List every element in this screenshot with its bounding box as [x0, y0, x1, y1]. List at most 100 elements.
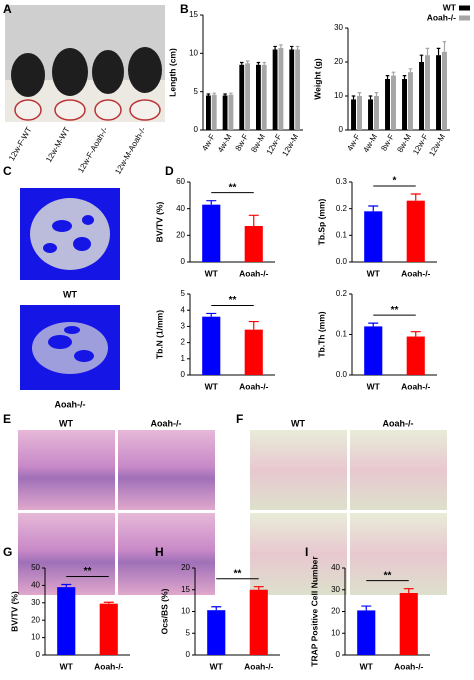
image-label: Aoah-/-	[151, 418, 182, 428]
y-tick-label: 0.1	[336, 330, 348, 339]
error-bar	[408, 68, 413, 73]
bar	[402, 79, 407, 130]
error-bar	[419, 54, 424, 62]
error-bar	[436, 47, 441, 56]
y-tick-label: 30	[334, 23, 343, 32]
y-tick-label: 20	[176, 230, 185, 239]
bar	[357, 610, 376, 655]
error-bar	[248, 214, 259, 226]
y-tick-label: 20	[31, 615, 40, 624]
y-tick-label: 0.3	[336, 177, 348, 186]
y-tick-label: 15	[189, 10, 198, 19]
legend-swatch	[459, 15, 470, 21]
y-tick-label: 10	[189, 48, 198, 57]
y-tick-label: 10	[331, 628, 340, 637]
bar	[357, 96, 362, 130]
bar	[272, 49, 278, 130]
error-bar	[240, 61, 244, 65]
y-tick-label: 0	[186, 650, 191, 659]
bar	[211, 94, 217, 130]
error-bar	[211, 606, 222, 611]
y-axis-label: Tb.N (1/mm)	[154, 310, 164, 359]
bar	[99, 603, 118, 655]
y-tick-label: 0.2	[336, 289, 348, 298]
x-tick-label: WT	[360, 661, 374, 671]
y-tick-label: 0	[336, 650, 341, 659]
error-bar	[206, 93, 211, 96]
y-tick-label: 5	[186, 628, 191, 637]
error-bar	[290, 45, 294, 50]
bar	[244, 329, 263, 375]
x-tick-label: WT	[205, 381, 219, 391]
y-tick-label: 20	[331, 607, 340, 616]
error-bar	[262, 61, 266, 65]
error-bar	[374, 92, 379, 96]
bar	[207, 610, 226, 655]
x-tick-label: 8w-F	[379, 132, 396, 152]
y-axis-label: Ocs/BS (%)	[159, 588, 169, 634]
x-tick-label: WT	[205, 268, 219, 278]
bar	[364, 211, 383, 262]
y-tick-label: 40	[176, 204, 185, 213]
error-bar	[391, 71, 396, 76]
error-bar	[295, 45, 300, 50]
error-bar	[279, 44, 283, 48]
significance-label: **	[229, 295, 237, 306]
x-tick-label: WT	[367, 381, 381, 391]
error-bar	[273, 45, 277, 50]
y-axis-label: Tb.Sp (mm)	[316, 198, 326, 245]
bar	[364, 326, 383, 375]
panel-label: C	[3, 164, 12, 178]
significance-label: **	[229, 182, 237, 193]
bar	[228, 94, 234, 130]
bar	[239, 64, 245, 130]
error-bar	[361, 605, 372, 611]
y-tick-label: 40	[331, 563, 340, 572]
bar	[278, 47, 284, 130]
bar	[245, 63, 250, 130]
y-axis-label: Length (cm)	[167, 48, 177, 97]
x-tick-label: Aoah-/-	[94, 661, 123, 671]
error-bar	[385, 75, 390, 79]
y-tick-label: 20	[181, 563, 190, 572]
y-tick-label: 0	[36, 650, 41, 659]
panel-label: H	[155, 545, 164, 559]
photo-label: 12w-M-WT	[44, 125, 71, 163]
bar	[222, 95, 228, 130]
y-tick-label: 0	[339, 125, 344, 134]
bar	[406, 336, 425, 375]
x-tick-label: Aoah-/-	[394, 661, 423, 671]
x-tick-label: 4w-F	[200, 132, 217, 152]
y-tick-label: 30	[31, 598, 40, 607]
y-axis-label: BV/TV (%)	[9, 591, 19, 632]
x-tick-label: Aoah-/-	[401, 381, 430, 391]
y-tick-label: 10	[181, 607, 190, 616]
micro-ct-images	[20, 188, 120, 390]
photo-label: 12w-F-WT	[7, 125, 34, 162]
legend-swatch	[459, 5, 470, 11]
legend-label: WT	[443, 2, 457, 12]
error-bar	[410, 193, 421, 201]
image-label: WT	[291, 418, 305, 428]
error-bar	[103, 601, 114, 604]
y-axis-label: Weight (g)	[312, 58, 322, 100]
bar	[351, 99, 356, 130]
y-tick-label: 3	[181, 322, 186, 331]
error-bar	[442, 41, 447, 52]
y-axis-label: TRAP Positive Cell Number	[309, 556, 319, 667]
bar	[408, 72, 413, 130]
error-bar	[368, 205, 379, 212]
error-bar	[256, 61, 261, 65]
error-bar	[248, 320, 259, 330]
error-bar	[253, 586, 264, 590]
image-label: Aoah-/-	[383, 418, 414, 428]
bar	[406, 200, 425, 262]
panel-label: I	[305, 545, 308, 559]
y-axis-label: Tb.Th (mm)	[316, 311, 326, 357]
bar	[261, 64, 267, 130]
bar	[202, 316, 221, 375]
image-label: Aoah-/-	[55, 399, 86, 409]
panel-label: B	[180, 2, 189, 16]
error-bar	[229, 92, 233, 95]
